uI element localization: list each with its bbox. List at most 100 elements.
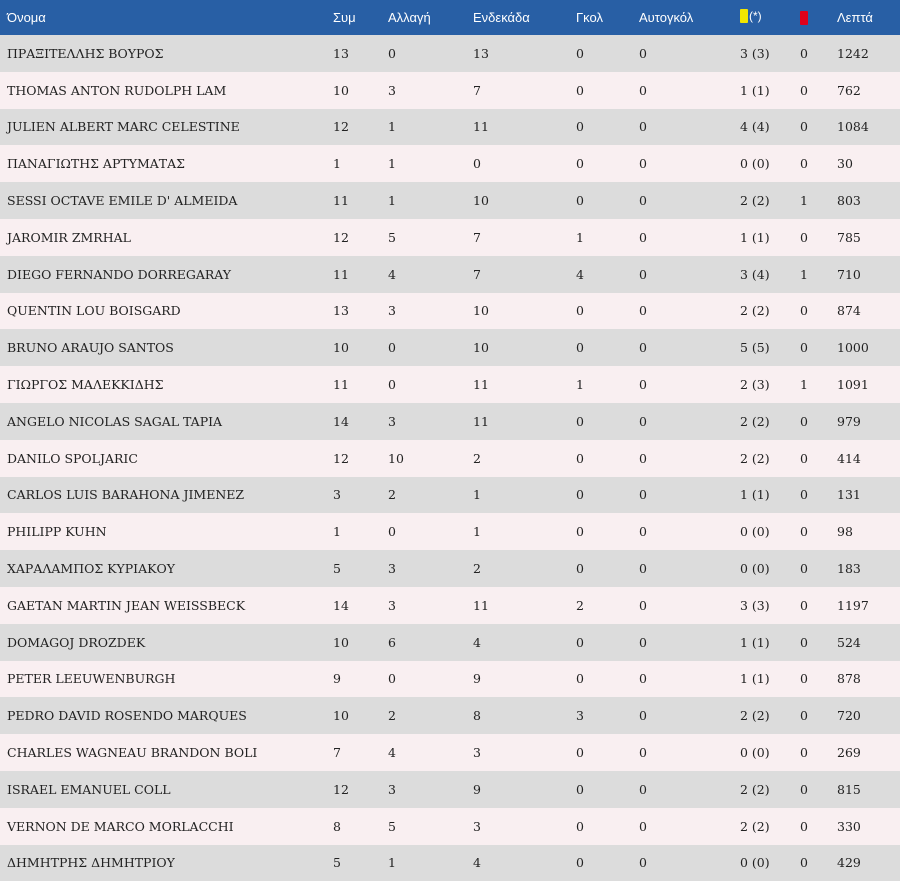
cell-name: GAETAN MARTIN JEAN WEISSBECK	[7, 597, 246, 613]
cell-substitute: 2	[388, 708, 396, 724]
col-header-minutes[interactable]: Λεπτά	[837, 10, 873, 25]
cell-yellow-cards: 1 (1)	[740, 229, 770, 245]
cell-own-goals: 0	[639, 708, 647, 724]
cell-name: ISRAEL EMANUEL COLL	[7, 781, 171, 797]
cell-yellow-cards: 2 (2)	[740, 450, 770, 466]
cell-starting: 2	[473, 450, 481, 466]
cell-red-cards: 0	[800, 781, 808, 797]
cell-starting: 11	[473, 413, 489, 429]
cell-appearances: 13	[333, 303, 349, 319]
cell-yellow-cards: 0 (0)	[740, 855, 770, 871]
cell-goals: 0	[576, 82, 584, 98]
cell-goals: 1	[576, 229, 584, 245]
cell-goals: 0	[576, 524, 584, 540]
cell-name: JAROMIR ZMRHAL	[7, 229, 131, 245]
col-header-red-cards[interactable]	[793, 0, 830, 35]
col-header-goals[interactable]: Γκολ	[576, 10, 603, 25]
cell-appearances: 10	[333, 634, 349, 650]
cell-own-goals: 0	[639, 855, 647, 871]
cell-minutes: 785	[837, 229, 861, 245]
cell-yellow-cards: 3 (4)	[740, 266, 770, 282]
cell-red-cards: 1	[800, 377, 808, 393]
cell-name: SESSI OCTAVE EMILE D' ALMEIDA	[7, 193, 238, 209]
cell-appearances: 14	[333, 597, 349, 613]
cell-goals: 1	[576, 377, 584, 393]
cell-goals: 0	[576, 156, 584, 172]
cell-red-cards: 0	[800, 634, 808, 650]
cell-substitute: 1	[388, 156, 396, 172]
cell-own-goals: 0	[639, 597, 647, 613]
cell-appearances: 14	[333, 413, 349, 429]
table-row: ANGELO NICOLAS SAGAL TAPIA 14 3 11 0 0 2 (2) 0 9…	[0, 402, 900, 440]
cell-red-cards: 0	[800, 156, 808, 172]
cell-own-goals: 0	[639, 781, 647, 797]
table-row: ΓΙΩΡΓΟΣ ΜΑΛΕΚΚΙΔΗΣ 11 0 11 1 0 2 (3) 1 1091	[0, 366, 900, 403]
cell-starting: 11	[473, 597, 489, 613]
cell-own-goals: 0	[639, 266, 647, 282]
cell-own-goals: 0	[639, 377, 647, 393]
cell-own-goals: 0	[639, 82, 647, 98]
cell-goals: 0	[576, 818, 584, 834]
cell-yellow-cards: 2 (2)	[740, 818, 770, 834]
cell-appearances: 12	[333, 781, 349, 797]
cell-substitute: 6	[388, 634, 396, 650]
cell-minutes: 762	[837, 82, 861, 98]
cell-yellow-cards: 2 (3)	[740, 377, 770, 393]
cell-goals: 3	[576, 708, 584, 724]
cell-own-goals: 0	[639, 745, 647, 761]
cell-goals: 0	[576, 45, 584, 61]
cell-own-goals: 0	[639, 413, 647, 429]
cell-own-goals: 0	[639, 487, 647, 503]
cell-appearances: 3	[333, 487, 341, 503]
cell-name: ΔΗΜΗΤΡΗΣ ΔΗΜΗΤΡΙΟΥ	[7, 855, 175, 871]
cell-own-goals: 0	[639, 119, 647, 135]
cell-name: ΧΑΡΑΛΑΜΠΟΣ ΚΥΡΙΑΚΟΥ	[7, 561, 175, 577]
cell-minutes: 878	[837, 671, 861, 687]
cell-red-cards: 0	[800, 671, 808, 687]
cell-goals: 0	[576, 487, 584, 503]
table-row: THOMAS ANTON RUDOLPH LAM 10 3 7 0 0 1 (1) 0 762	[0, 71, 900, 109]
cell-name: PHILIPP KUHN	[7, 524, 107, 540]
cell-appearances: 1	[333, 156, 341, 172]
cell-minutes: 269	[837, 745, 861, 761]
cell-minutes: 429	[837, 855, 861, 871]
col-header-yellow-cards[interactable]: (*)	[733, 0, 793, 35]
cell-minutes: 720	[837, 708, 861, 724]
cell-starting: 11	[473, 377, 489, 393]
cell-appearances: 8	[333, 818, 341, 834]
col-header-name[interactable]: Όνομα	[7, 10, 46, 25]
cell-own-goals: 0	[639, 561, 647, 577]
table-row: GAETAN MARTIN JEAN WEISSBECK 14 3 11 2 0 3 (3)…	[0, 586, 900, 624]
cell-yellow-cards: 1 (1)	[740, 634, 770, 650]
table-row: DANILO SPOLJARIC 12 10 2 0 0 2 (2) 0 414	[0, 439, 900, 477]
cell-substitute: 0	[388, 340, 396, 356]
cell-yellow-cards: 2 (2)	[740, 413, 770, 429]
cell-minutes: 98	[837, 524, 853, 540]
cell-starting: 1	[473, 524, 481, 540]
cell-red-cards: 0	[800, 229, 808, 245]
cell-starting: 4	[473, 855, 481, 871]
col-header-own-goals[interactable]: Αυτογκόλ	[639, 10, 694, 25]
cell-substitute: 2	[388, 487, 396, 503]
cell-name: DANILO SPOLJARIC	[7, 450, 138, 466]
cell-substitute: 3	[388, 561, 396, 577]
cell-appearances: 11	[333, 266, 349, 282]
cell-name: JULIEN ALBERT MARC CELESTINE	[7, 119, 240, 135]
table-row: VERNON DE MARCO MORLACCHI 8 5 3 0 0 2 (2) 0 330	[0, 807, 900, 845]
cell-starting: 11	[473, 119, 489, 135]
cell-minutes: 1091	[837, 377, 869, 393]
cell-name: DIEGO FERNANDO DORREGARAY	[7, 266, 232, 282]
col-header-starting[interactable]: Ενδεκάδα	[473, 10, 530, 25]
cell-appearances: 10	[333, 708, 349, 724]
cell-substitute: 1	[388, 119, 396, 135]
cell-appearances: 12	[333, 119, 349, 135]
cell-appearances: 12	[333, 229, 349, 245]
col-header-appearances[interactable]: Συμ	[333, 10, 356, 25]
cell-goals: 0	[576, 413, 584, 429]
table-row: PEDRO DAVID ROSENDO MARQUES 10 2 8 3 0 2 (2) 0 7…	[0, 697, 900, 735]
cell-red-cards: 0	[800, 524, 808, 540]
table-header-row: Όνομα Συμ Αλλαγή Ενδεκάδα Γκολ Αυτογκόλ …	[0, 0, 900, 35]
col-header-substitute[interactable]: Αλλαγή	[388, 10, 431, 25]
cell-minutes: 1084	[837, 119, 869, 135]
cell-goals: 0	[576, 193, 584, 209]
